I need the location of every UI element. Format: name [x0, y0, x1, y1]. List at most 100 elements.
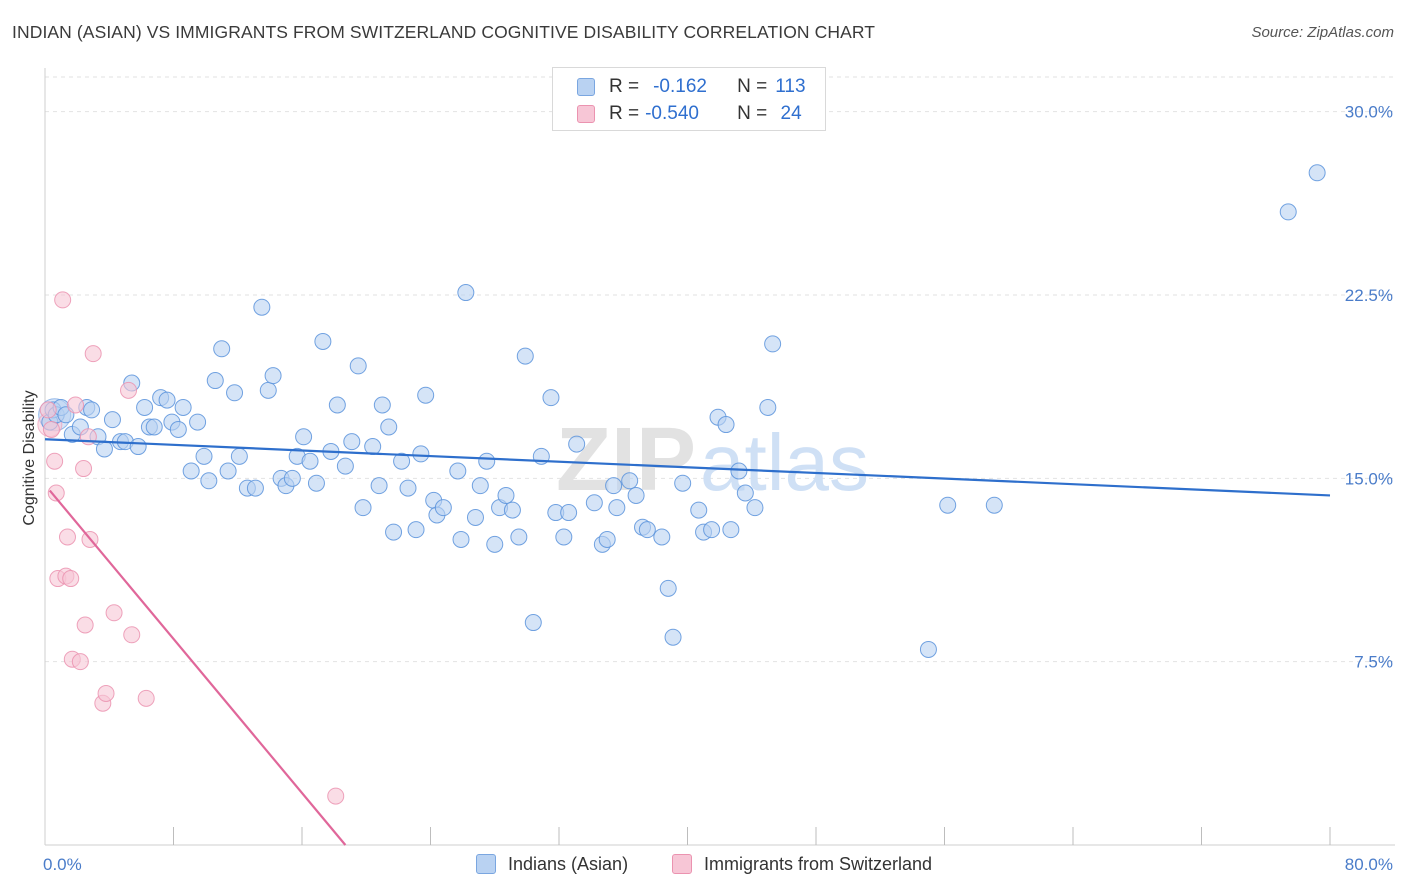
- y-tick-label: 22.5%: [1345, 286, 1393, 305]
- x-tick-label: 80.0%: [1345, 855, 1393, 874]
- data-point-switzerland: [120, 381, 138, 399]
- data-point-indians: [399, 479, 417, 497]
- data-point-switzerland: [54, 291, 72, 309]
- legend-swatch-pink: [577, 105, 595, 123]
- data-point-indians: [219, 462, 237, 480]
- data-point-indians: [524, 614, 542, 632]
- data-point-indians: [373, 396, 391, 414]
- n-label: N =: [737, 103, 768, 124]
- data-point-switzerland: [327, 787, 345, 805]
- data-point-indians: [314, 332, 332, 350]
- data-point-indians: [354, 499, 372, 517]
- data-point-indians: [407, 521, 425, 539]
- n-label: N =: [737, 76, 768, 97]
- data-point-indians: [136, 398, 154, 416]
- data-point-indians: [189, 413, 207, 431]
- data-point-indians: [542, 389, 560, 407]
- n-value: 113: [775, 76, 806, 97]
- data-point-indians: [919, 640, 937, 658]
- data-point-indians: [158, 391, 176, 409]
- y-tick-label: 7.5%: [1354, 653, 1393, 672]
- data-point-indians: [264, 367, 282, 385]
- data-point-indians: [471, 477, 489, 495]
- data-point-indians: [659, 579, 677, 597]
- data-point-indians: [349, 357, 367, 375]
- data-point-indians: [516, 347, 534, 365]
- trend-line-switzerland: [48, 489, 347, 846]
- legend-row-indians: R = -0.162 N = 113: [577, 74, 806, 100]
- data-point-indians: [503, 501, 521, 519]
- y-tick-label: 30.0%: [1345, 103, 1393, 122]
- data-point-indians: [1279, 203, 1297, 221]
- y-axis-title: Cognitive Disability: [21, 390, 38, 525]
- data-point-indians: [83, 401, 101, 419]
- data-point-indians: [621, 472, 639, 490]
- data-point-indians: [295, 428, 313, 446]
- legend-swatch-blue: [476, 854, 496, 874]
- data-point-switzerland: [39, 401, 57, 419]
- data-point-indians: [717, 416, 735, 434]
- r-label: R =: [609, 103, 640, 124]
- watermark: ZIP atlas: [556, 410, 869, 510]
- data-point-indians: [478, 452, 496, 470]
- data-points: [37, 164, 1326, 805]
- data-point-switzerland: [84, 345, 102, 363]
- trend-lines: [44, 438, 1331, 846]
- data-point-indians: [452, 530, 470, 548]
- x-tick-label: 0.0%: [43, 855, 82, 874]
- data-point-indians: [690, 501, 708, 519]
- y-tick-label: 15.0%: [1345, 469, 1393, 488]
- legend-swatch-blue: [577, 78, 595, 96]
- data-point-switzerland: [62, 570, 80, 588]
- data-point-indians: [103, 411, 121, 429]
- legend-label-switzerland: Immigrants from Switzerland: [704, 853, 933, 874]
- data-point-indians: [336, 457, 354, 475]
- data-point-switzerland: [71, 653, 89, 671]
- data-point-indians: [307, 474, 325, 492]
- data-point-indians: [510, 528, 528, 546]
- data-point-indians: [343, 433, 361, 451]
- data-point-indians: [200, 472, 218, 490]
- data-point-switzerland: [67, 396, 85, 414]
- data-point-indians: [560, 504, 578, 522]
- r-value: -0.540: [645, 103, 699, 124]
- data-point-indians: [259, 381, 277, 399]
- data-point-switzerland: [137, 689, 155, 707]
- data-point-indians: [674, 474, 692, 492]
- data-point-indians: [417, 386, 435, 404]
- data-point-indians: [627, 486, 645, 504]
- trend-line-indians: [44, 438, 1331, 497]
- data-point-switzerland: [123, 626, 141, 644]
- data-point-indians: [393, 452, 411, 470]
- stats-legend: R = -0.162 N = 113 R = -0.540 N = 24: [552, 67, 826, 131]
- legend-label-indians: Indians (Asian): [508, 853, 629, 874]
- data-point-switzerland: [58, 528, 76, 546]
- data-point-indians: [1308, 164, 1326, 182]
- legend-item-indians: Indians (Asian): [476, 852, 628, 876]
- data-point-indians: [568, 435, 586, 453]
- data-point-indians: [169, 420, 187, 438]
- grid-lines: [45, 76, 1395, 663]
- data-point-indians: [253, 298, 271, 316]
- data-point-switzerland: [97, 684, 115, 702]
- data-point-indians: [213, 340, 231, 358]
- data-point-indians: [555, 528, 573, 546]
- r-label: R =: [609, 76, 640, 97]
- data-point-switzerland: [76, 616, 94, 634]
- data-point-switzerland: [46, 452, 64, 470]
- data-point-switzerland: [105, 604, 123, 622]
- data-point-indians: [230, 447, 248, 465]
- data-point-indians: [939, 496, 957, 514]
- legend-item-switzerland: Immigrants from Switzerland: [672, 852, 932, 876]
- data-point-indians: [605, 477, 623, 495]
- data-point-indians: [206, 372, 224, 390]
- r-value: -0.162: [653, 76, 707, 97]
- data-point-indians: [129, 438, 147, 456]
- data-point-indians: [283, 469, 301, 487]
- data-point-indians: [730, 462, 748, 480]
- data-point-indians: [466, 508, 484, 526]
- data-point-indians: [226, 384, 244, 402]
- axis-labels: 7.5% 15.0% 22.5% 30.0% 0.0% 80.0% Cognitive Di…: [21, 103, 1393, 874]
- data-point-indians: [703, 521, 721, 539]
- data-point-indians: [195, 447, 213, 465]
